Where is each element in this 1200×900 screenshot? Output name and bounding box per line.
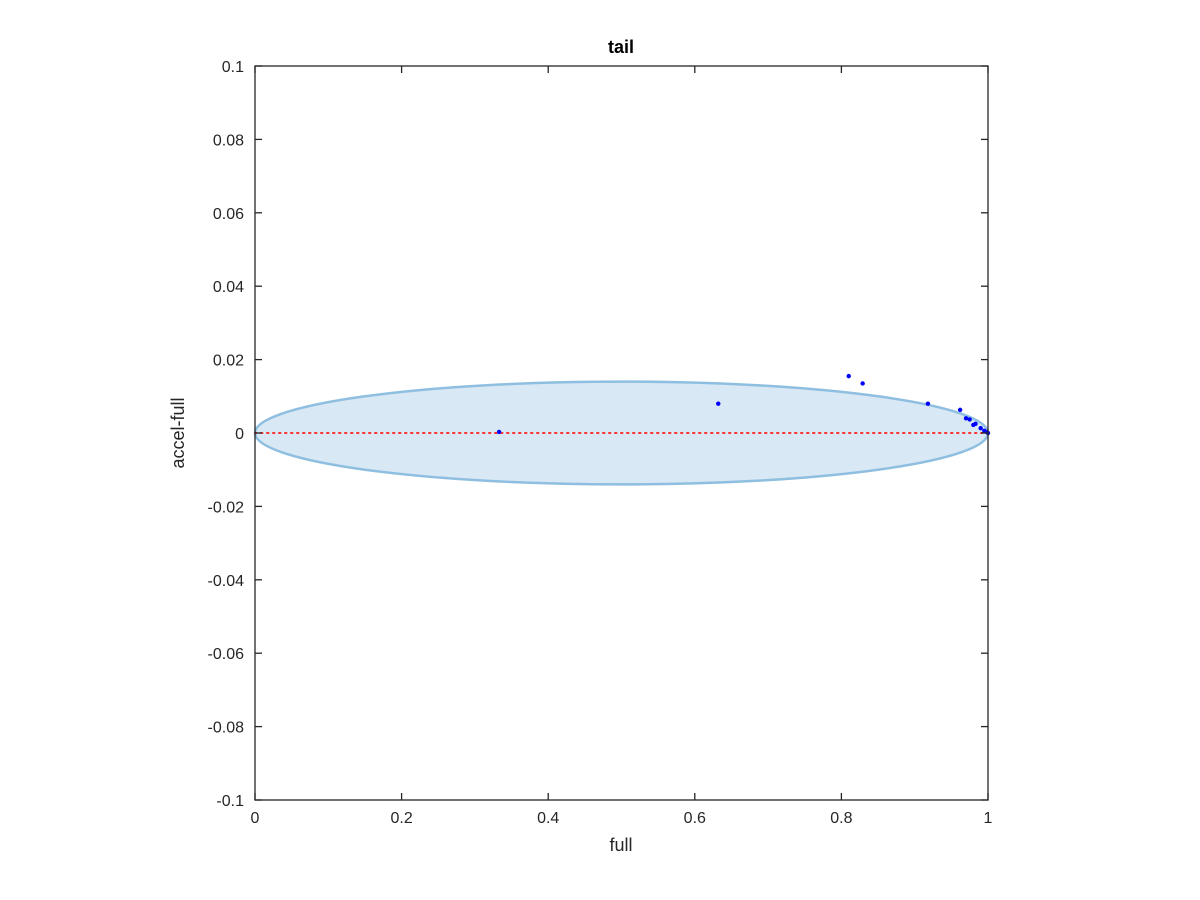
x-tick-label: 1 [984,810,993,827]
y-axis-label: accel-full [168,397,188,468]
x-tick-labels: 0 0.2 0.4 0.6 0.8 1 [251,810,993,827]
data-point [973,421,978,427]
y-tick-label: 0.1 [222,59,244,76]
x-axis-label: full [609,835,632,855]
data-point [716,401,721,406]
y-tick-labels: 0.1 0.08 0.06 0.04 0.02 0 -0.02 -0.04 -0.06 -0.08… [208,59,245,810]
x-tick-label: 0.2 [390,810,412,827]
points-layer [496,373,991,436]
y-tick-label: -0.04 [208,573,245,590]
ticks-layer [254,65,989,801]
y-tick-label: -0.06 [208,646,245,663]
data-point [846,373,851,379]
x-tick-label: 0.4 [537,810,559,827]
data-point [978,426,983,431]
y-tick-label: 0.06 [213,206,244,223]
x-tick-label: 0 [251,810,260,827]
x-tick-label: 0.6 [684,810,706,827]
x-tick-label: 0.8 [830,810,852,827]
data-point [963,416,969,421]
data-point [957,407,963,413]
data-point [967,417,972,422]
y-tick-label: -0.08 [208,720,245,737]
y-tick-label: 0.04 [213,279,244,296]
data-point [860,381,865,386]
chart-title: tail [608,37,634,57]
y-tick-label: 0.02 [213,353,244,370]
y-tick-label: -0.02 [208,499,245,516]
y-tick-label: 0.08 [213,132,244,149]
data-point [925,401,931,406]
data-point [496,429,502,435]
y-tick-label: 0 [235,426,244,443]
y-tick-label: -0.1 [216,793,244,810]
